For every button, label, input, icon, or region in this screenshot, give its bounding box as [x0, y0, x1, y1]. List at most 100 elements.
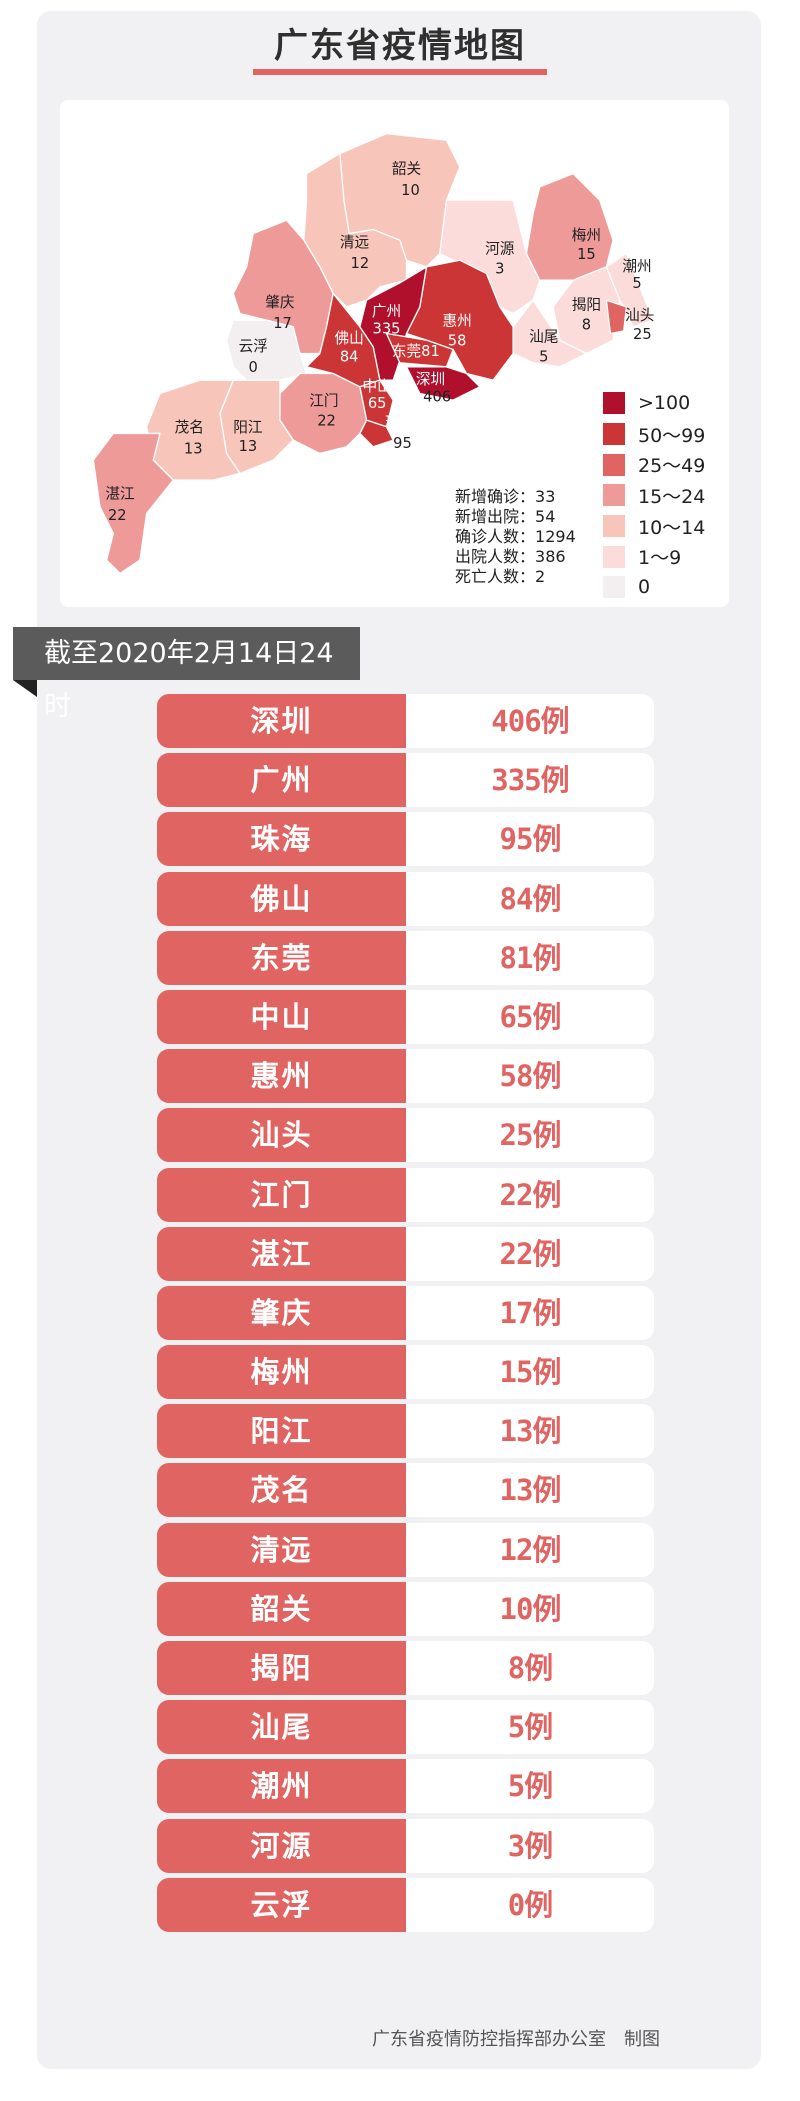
stat-line: 死亡人数：2: [455, 567, 546, 586]
table-row: 佛山 84例: [157, 871, 654, 926]
stat-label: 新增出院: [455, 507, 520, 526]
case-count: 13例: [406, 1463, 654, 1518]
case-count: 13例: [406, 1404, 654, 1459]
region-name-label: 梅州: [572, 227, 601, 244]
city-name: 梅州: [157, 1345, 406, 1400]
case-table: 深圳 406例 广州 335例 珠海 95例 佛山 84例 东莞 81例 中山 65例 惠州 58例 汕头 2…: [157, 694, 654, 1937]
city-name: 潮州: [157, 1759, 406, 1814]
region-name-label: 汕头: [625, 307, 654, 324]
legend-swatch: [603, 484, 625, 507]
region-count-label: 406: [423, 388, 451, 405]
region-count-label: 25: [633, 326, 652, 343]
city-name: 清远: [157, 1522, 406, 1577]
legend-item: 25～49: [603, 449, 705, 480]
legend-swatch: [603, 392, 625, 415]
case-count: 5例: [406, 1759, 654, 1814]
city-name: 佛山: [157, 871, 406, 926]
region-name-label: 揭阳: [572, 297, 601, 314]
legend-label: 25～49: [638, 455, 706, 478]
region-name-label: 珠海: [385, 414, 415, 431]
city-name: 茂名: [157, 1463, 406, 1518]
region-count-label: 22: [108, 507, 127, 524]
region-name-label: 云浮: [239, 338, 268, 355]
case-count: 65例: [406, 989, 654, 1044]
legend-swatch: [603, 423, 625, 446]
table-row: 东莞 81例: [157, 930, 654, 985]
map-region: [225, 319, 308, 388]
case-count: 17例: [406, 1285, 654, 1340]
map-region: [92, 432, 175, 575]
stat-value: 33: [535, 487, 556, 506]
map-region: [552, 266, 621, 355]
case-count: 95例: [406, 812, 654, 867]
city-name: 广州: [157, 753, 406, 808]
case-count: 406例: [406, 694, 654, 748]
stat-line: 新增出院：54: [455, 507, 556, 526]
city-name: 河源: [157, 1818, 406, 1873]
region-name-label: 韶关: [392, 161, 422, 178]
city-name: 东莞: [157, 930, 406, 985]
region-count-label: 5: [632, 275, 641, 292]
case-count: 15例: [406, 1345, 654, 1400]
legend-label: >100: [638, 392, 691, 415]
table-row: 汕尾 5例: [157, 1700, 654, 1755]
legend-label: 50～99: [638, 424, 706, 447]
legend-item: 15～24: [603, 480, 705, 511]
region-name-label: 江门: [309, 392, 338, 409]
city-name: 肇庆: [157, 1285, 406, 1340]
city-name: 汕头: [157, 1108, 406, 1163]
map-legend: >100 50～99 25～49 15～24 10～14 1～9 0: [603, 388, 705, 603]
page-title: 广东省疫情地图: [274, 26, 526, 66]
region-name-label: 河源: [485, 241, 515, 258]
stat-value: 1294: [535, 527, 576, 546]
legend-item: >100: [603, 388, 705, 419]
region-name-label: 清远: [340, 234, 370, 251]
title-underline: [253, 69, 547, 75]
legend-swatch: [603, 545, 625, 568]
region-count-label: 17: [273, 315, 292, 332]
region-count-label: 335: [373, 321, 401, 338]
case-count: 5例: [406, 1700, 654, 1755]
legend-label: 15～24: [638, 485, 706, 508]
region-count-label: 84: [340, 348, 359, 365]
case-count: 81例: [406, 930, 654, 985]
map-region: [405, 366, 481, 401]
city-name: 湛江: [157, 1226, 406, 1281]
table-row: 河源 3例: [157, 1818, 654, 1873]
region-name-label: 汕尾: [529, 329, 558, 346]
stat-label: 出院人数: [455, 547, 520, 566]
region-name-label: 潮州: [622, 258, 651, 275]
stat-value: 386: [535, 547, 566, 566]
table-row: 中山 65例: [157, 989, 654, 1044]
region-name-label: 深圳: [416, 371, 445, 388]
case-count: 58例: [406, 1049, 654, 1104]
region-count-label: 58: [448, 333, 467, 350]
city-name: 汕尾: [157, 1700, 406, 1755]
stat-line: 确诊人数：1294: [455, 527, 576, 546]
table-row: 阳江 13例: [157, 1404, 654, 1459]
stat-line: 出院人数：386: [455, 547, 566, 566]
region-name-label: 佛山: [335, 330, 364, 347]
case-count: 22例: [406, 1167, 654, 1222]
legend-label: 10～14: [638, 516, 706, 539]
city-name: 珠海: [157, 812, 406, 867]
region-name-label: 惠州: [442, 313, 471, 330]
table-row: 湛江 22例: [157, 1226, 654, 1281]
case-count: 12例: [406, 1522, 654, 1577]
table-row: 珠海 95例: [157, 812, 654, 867]
legend-swatch: [603, 515, 625, 538]
region-name-label: 广州: [372, 303, 401, 320]
region-name-label: 阳江: [233, 419, 263, 436]
legend-item: 10～14: [603, 511, 705, 542]
stat-label: 新增确诊: [455, 487, 520, 506]
region-count-label: 13: [184, 440, 203, 457]
region-count-label: 8: [582, 317, 591, 334]
table-row: 广州 335例: [157, 753, 654, 808]
legend-item: 0: [603, 572, 705, 603]
case-count: 22例: [406, 1226, 654, 1281]
case-count: 10例: [406, 1581, 654, 1636]
case-count: 25例: [406, 1108, 654, 1163]
region-name-label: 湛江: [105, 486, 135, 503]
stat-value: 2: [535, 567, 546, 586]
